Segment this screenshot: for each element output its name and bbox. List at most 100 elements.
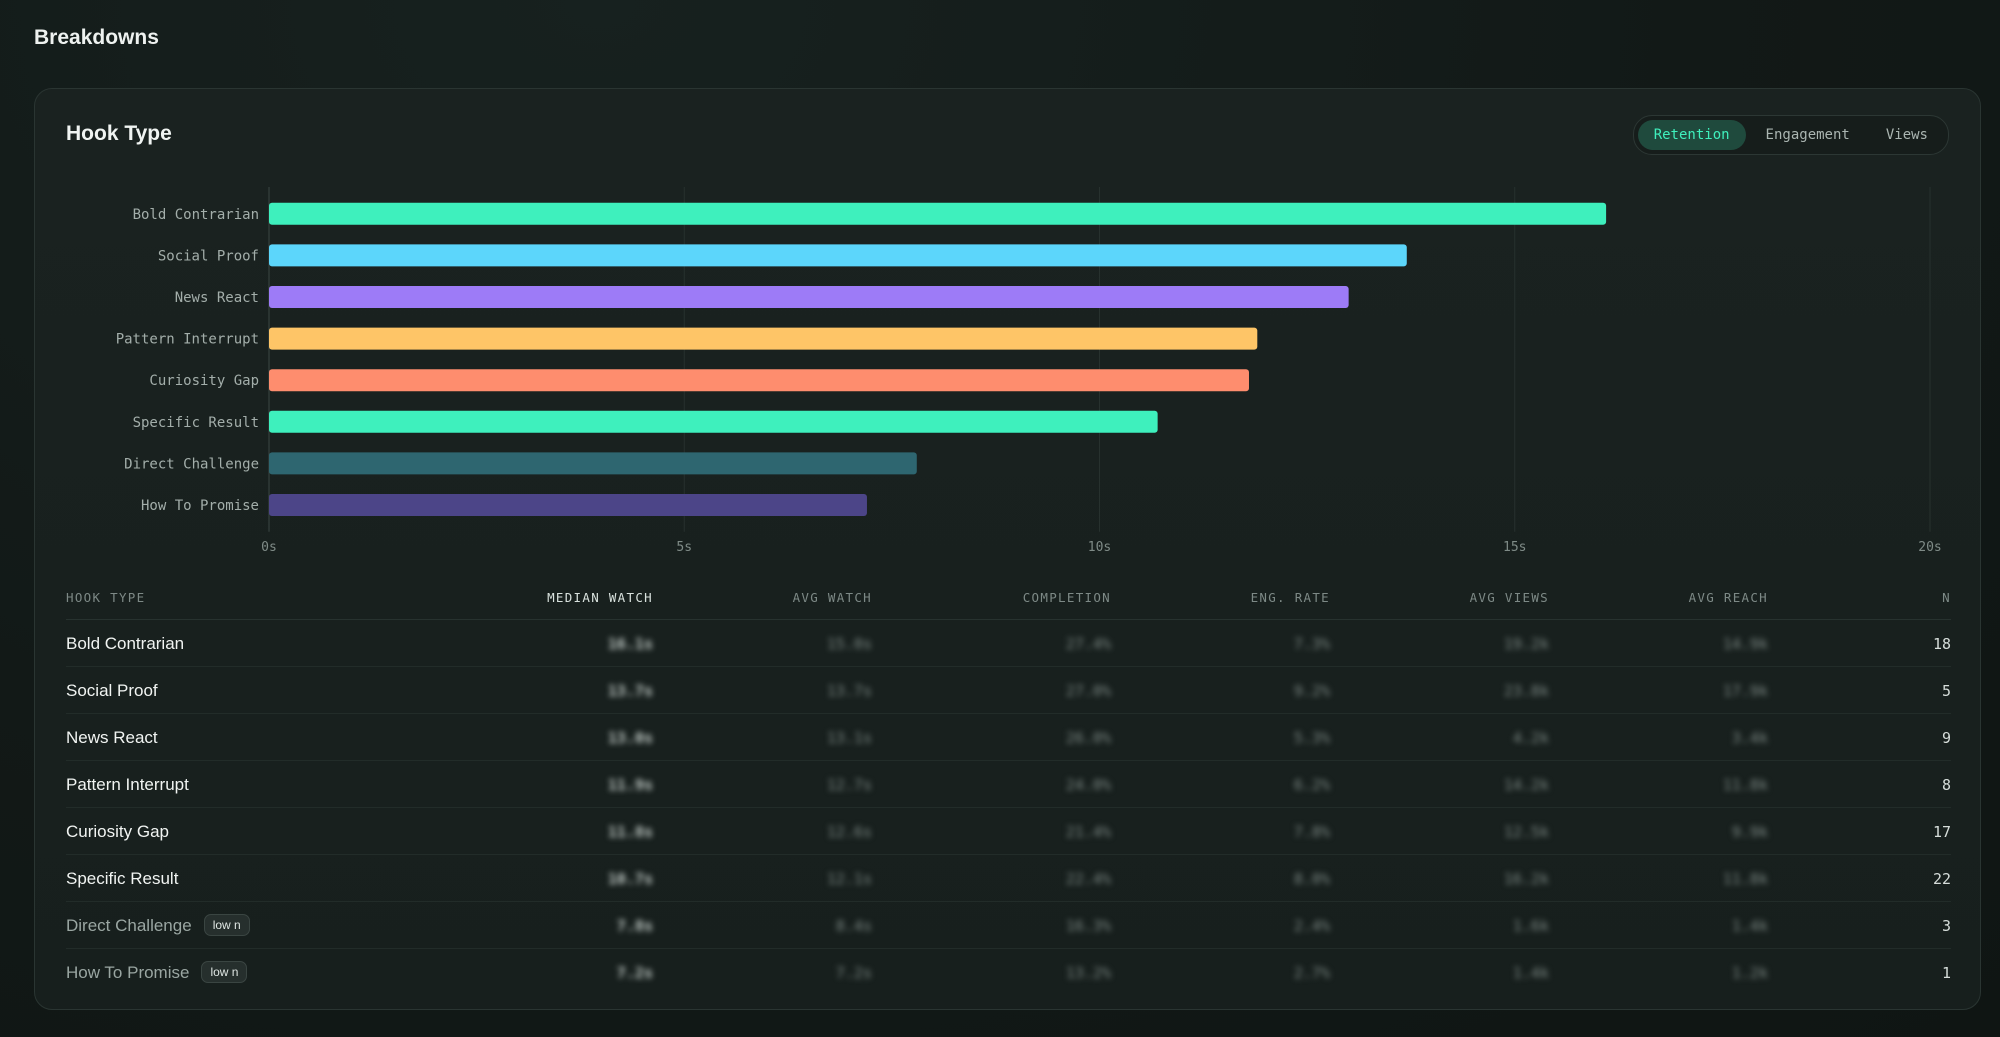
page-title: Breakdowns bbox=[34, 26, 159, 49]
x-tick-label: 20s bbox=[1918, 540, 1941, 555]
cell-eng-rate: 8.0% bbox=[1293, 870, 1330, 888]
x-tick-label: 5s bbox=[676, 540, 692, 555]
cell-eng-rate: 5.3% bbox=[1293, 729, 1330, 747]
cell-avg-reach: 1.2k bbox=[1731, 964, 1768, 982]
table-row[interactable]: Bold Contrarian 16.1s 15.0s 27.4% 7.3% 19.2k 1… bbox=[66, 620, 1951, 667]
col-avg-views[interactable]: AVG VIEWS bbox=[1469, 590, 1549, 605]
cell-completion: 16.3% bbox=[1065, 917, 1111, 935]
cell-avg-watch: 12.7s bbox=[826, 776, 872, 794]
cell-avg-views: 1.4k bbox=[1512, 964, 1549, 982]
metric-toggle: Retention Engagement Views bbox=[1632, 115, 1949, 155]
cell-avg-reach: 14.9k bbox=[1722, 635, 1768, 653]
cell-avg-watch: 15.0s bbox=[826, 635, 872, 653]
hook-type-label: Social Proof bbox=[66, 681, 158, 700]
category-label: Specific Result bbox=[133, 415, 259, 431]
cell-hook-type: Bold Contrarian bbox=[66, 634, 184, 654]
cell-eng-rate: 2.4% bbox=[1293, 917, 1330, 935]
cell-completion: 21.4% bbox=[1065, 823, 1111, 841]
table-row[interactable]: Curiosity Gap 11.8s 12.6s 21.4% 7.8% 12.5k 9.9… bbox=[66, 808, 1951, 855]
cell-eng-rate: 6.2% bbox=[1293, 776, 1330, 794]
category-label: Bold Contrarian bbox=[133, 207, 259, 223]
cell-n: 17 bbox=[1932, 823, 1951, 841]
table-row[interactable]: Pattern Interrupt 11.9s 12.7s 24.0% 6.2% 14.2… bbox=[66, 761, 1951, 808]
cell-median-watch: 11.9s bbox=[607, 776, 653, 794]
col-median-watch[interactable]: MEDIAN WATCH bbox=[547, 590, 653, 605]
table-row[interactable]: Direct Challenge low n 7.8s 8.4s 16.3% 2.4% 1.… bbox=[66, 902, 1951, 949]
col-avg-watch[interactable]: AVG WATCH bbox=[792, 590, 872, 605]
bar[interactable] bbox=[269, 286, 1349, 308]
table-row[interactable]: Social Proof 13.7s 13.7s 27.0% 9.2% 23.8k 17.9… bbox=[66, 667, 1951, 714]
category-label: How To Promise bbox=[141, 498, 259, 514]
col-hook-type[interactable]: HOOK TYPE bbox=[66, 590, 146, 605]
bar[interactable] bbox=[269, 202, 1607, 225]
cell-avg-reach: 3.4k bbox=[1731, 729, 1768, 747]
col-eng-rate[interactable]: ENG. RATE bbox=[1250, 590, 1330, 605]
cell-completion: 27.0% bbox=[1065, 682, 1111, 700]
cell-completion: 13.2% bbox=[1065, 964, 1111, 982]
table-body: Bold Contrarian 16.1s 15.0s 27.4% 7.3% 19.2k 1… bbox=[66, 620, 1951, 995]
cell-avg-watch: 12.1s bbox=[826, 870, 872, 888]
cell-n: 22 bbox=[1932, 870, 1951, 888]
cell-median-watch: 16.1s bbox=[607, 635, 653, 653]
cell-avg-views: 4.2k bbox=[1512, 729, 1549, 747]
bar[interactable] bbox=[269, 244, 1407, 267]
hook-type-label: News React bbox=[66, 728, 158, 747]
cell-median-watch: 13.0s bbox=[607, 729, 653, 747]
cell-completion: 27.4% bbox=[1065, 635, 1111, 653]
tab-engagement[interactable]: Engagement bbox=[1765, 127, 1850, 143]
table-row[interactable]: News React 13.0s 13.1s 26.0% 5.3% 4.2k 3.4k 9 bbox=[66, 714, 1951, 761]
tab-retention[interactable]: Retention bbox=[1637, 120, 1746, 150]
cell-n: 18 bbox=[1932, 635, 1951, 653]
cell-avg-watch: 7.2s bbox=[835, 964, 872, 982]
bar[interactable] bbox=[269, 452, 917, 475]
cell-avg-reach: 17.9k bbox=[1722, 682, 1768, 700]
category-label: Pattern Interrupt bbox=[116, 332, 259, 348]
hook-type-label: Direct Challenge bbox=[66, 916, 192, 935]
cell-avg-watch: 13.7s bbox=[826, 682, 872, 700]
bar[interactable] bbox=[269, 327, 1258, 350]
bar[interactable] bbox=[269, 410, 1158, 433]
tab-views[interactable]: Views bbox=[1885, 127, 1928, 143]
hook-type-bar-chart: 0s 5s 10s 15s 20s Bold Contrarian Social Proof… bbox=[116, 187, 1942, 555]
category-label: Social Proof bbox=[158, 248, 259, 264]
hook-type-label: Specific Result bbox=[66, 869, 179, 888]
bar[interactable] bbox=[269, 369, 1249, 392]
cell-eng-rate: 2.7% bbox=[1293, 964, 1330, 982]
cell-hook-type: Curiosity Gap bbox=[66, 822, 169, 842]
cell-completion: 22.4% bbox=[1065, 870, 1111, 888]
col-n[interactable]: N bbox=[1942, 590, 1951, 605]
cell-eng-rate: 7.3% bbox=[1293, 635, 1330, 653]
hook-type-label: How To Promise bbox=[66, 963, 190, 982]
cell-median-watch: 7.8s bbox=[616, 917, 653, 935]
x-tick-label: 15s bbox=[1503, 540, 1526, 555]
cell-n: 5 bbox=[1941, 682, 1951, 700]
cell-avg-views: 12.5k bbox=[1503, 823, 1549, 841]
cell-median-watch: 13.7s bbox=[607, 682, 653, 700]
cell-avg-watch: 8.4s bbox=[835, 917, 872, 935]
cell-n: 1 bbox=[1941, 964, 1951, 982]
bar[interactable] bbox=[269, 494, 867, 516]
low-n-badge: low n bbox=[201, 961, 248, 983]
cell-avg-reach: 11.8k bbox=[1722, 870, 1768, 888]
category-label: Direct Challenge bbox=[124, 456, 259, 472]
cell-hook-type: How To Promise low n bbox=[66, 961, 248, 983]
cell-median-watch: 11.8s bbox=[607, 823, 653, 841]
category-label: News React bbox=[175, 290, 259, 306]
cell-hook-type: News React bbox=[66, 728, 158, 748]
low-n-badge: low n bbox=[203, 914, 250, 936]
cell-median-watch: 7.2s bbox=[616, 964, 653, 982]
card-title: Hook Type bbox=[66, 122, 172, 145]
cell-avg-reach: 9.9k bbox=[1731, 823, 1768, 841]
cell-median-watch: 10.7s bbox=[607, 870, 653, 888]
cell-hook-type: Specific Result bbox=[66, 869, 178, 889]
category-label: Curiosity Gap bbox=[149, 373, 259, 389]
table-row[interactable]: How To Promise low n 7.2s 7.2s 13.2% 2.7% 1.4k… bbox=[66, 949, 1951, 995]
col-completion[interactable]: COMPLETION bbox=[1022, 590, 1111, 605]
cell-hook-type: Social Proof bbox=[66, 681, 158, 701]
cell-hook-type: Pattern Interrupt bbox=[66, 775, 189, 795]
cell-completion: 24.0% bbox=[1065, 776, 1111, 794]
cell-eng-rate: 9.2% bbox=[1293, 682, 1330, 700]
cell-avg-views: 14.2k bbox=[1503, 776, 1549, 794]
table-row[interactable]: Specific Result 10.7s 12.1s 22.4% 8.0% 16.2k 1… bbox=[66, 855, 1951, 902]
col-avg-reach[interactable]: AVG REACH bbox=[1688, 590, 1768, 605]
